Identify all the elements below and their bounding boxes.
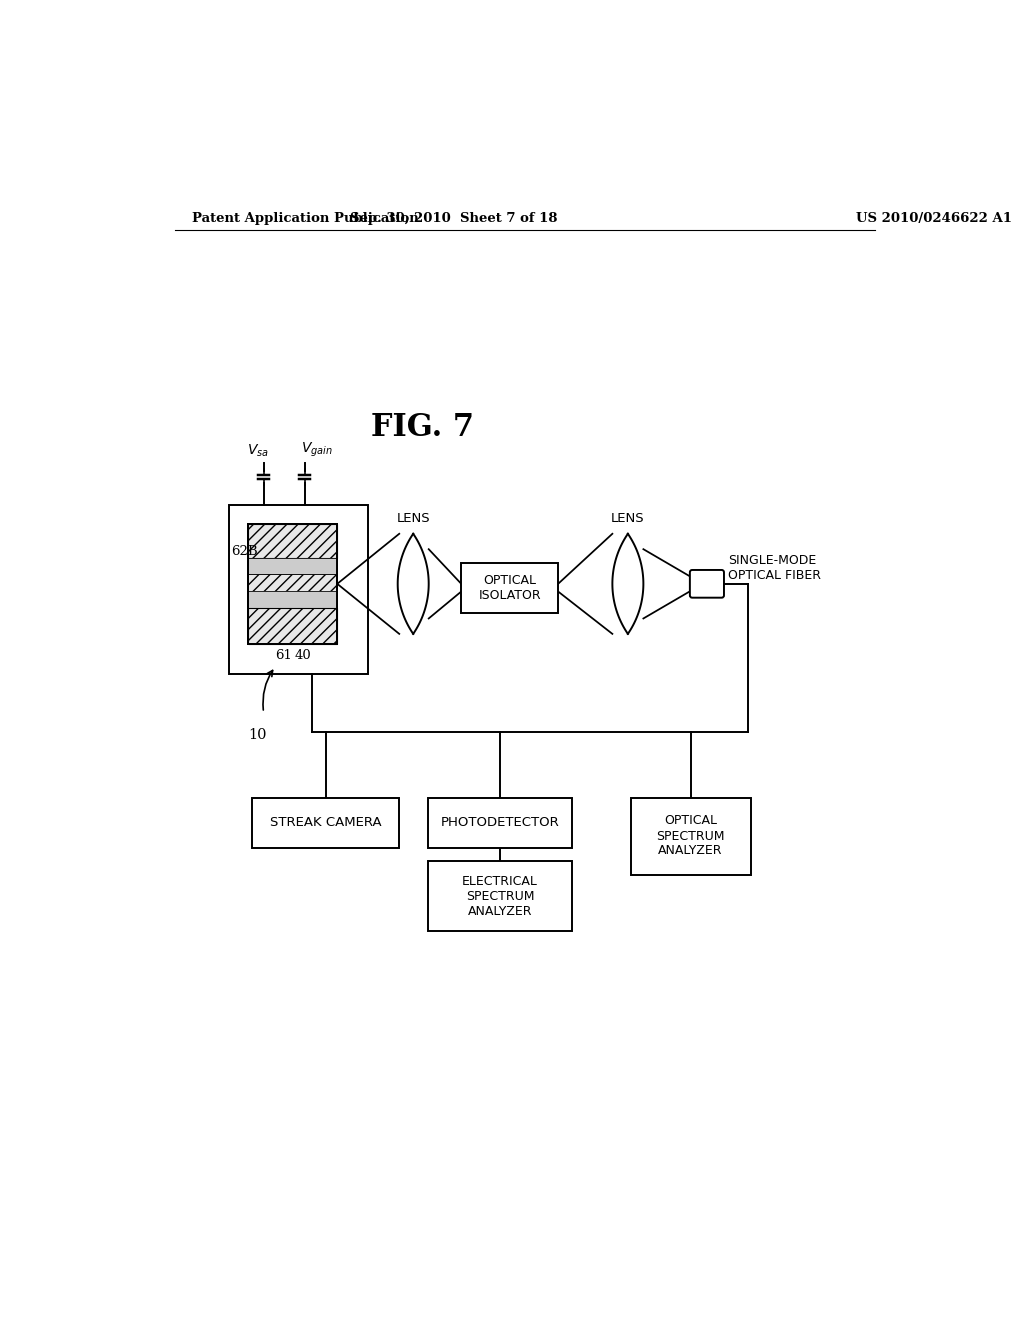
Text: 62B: 62B bbox=[231, 545, 258, 557]
Text: 10: 10 bbox=[248, 729, 266, 742]
FancyBboxPatch shape bbox=[690, 570, 724, 598]
Bar bbox=[248, 524, 337, 644]
Text: 61: 61 bbox=[275, 649, 292, 661]
Bar bbox=[248, 524, 337, 644]
Text: FIG. 7: FIG. 7 bbox=[371, 412, 474, 444]
Text: 62A: 62A bbox=[295, 560, 322, 573]
Text: STREAK CAMERA: STREAK CAMERA bbox=[269, 816, 381, 829]
Bar bbox=[248, 607, 337, 644]
Bar bbox=[631, 797, 751, 874]
Text: OPTICAL
SPECTRUM
ANALYZER: OPTICAL SPECTRUM ANALYZER bbox=[656, 814, 725, 858]
Text: LENS: LENS bbox=[396, 512, 430, 524]
Bar bbox=[248, 557, 337, 574]
Bar bbox=[248, 524, 337, 557]
Bar bbox=[248, 591, 337, 607]
Text: PHOTODETECTOR: PHOTODETECTOR bbox=[440, 816, 559, 829]
Text: $V_{gain}$: $V_{gain}$ bbox=[301, 441, 333, 459]
Text: Sep. 30, 2010  Sheet 7 of 18: Sep. 30, 2010 Sheet 7 of 18 bbox=[350, 213, 557, 224]
Bar bbox=[428, 797, 571, 847]
Bar bbox=[252, 797, 399, 847]
Text: LENS: LENS bbox=[611, 512, 645, 524]
Text: OPTICAL
ISOLATOR: OPTICAL ISOLATOR bbox=[478, 574, 541, 602]
Text: ELECTRICAL
SPECTRUM
ANALYZER: ELECTRICAL SPECTRUM ANALYZER bbox=[462, 875, 538, 917]
Text: $V_{sa}$: $V_{sa}$ bbox=[247, 442, 268, 459]
Text: SINGLE-MODE
OPTICAL FIBER: SINGLE-MODE OPTICAL FIBER bbox=[728, 554, 821, 582]
Bar bbox=[461, 562, 558, 612]
Bar bbox=[248, 574, 337, 591]
Text: Patent Application Publication: Patent Application Publication bbox=[191, 213, 418, 224]
Text: 40: 40 bbox=[295, 649, 311, 661]
Bar bbox=[228, 506, 369, 675]
Text: US 2010/0246622 A1: US 2010/0246622 A1 bbox=[856, 213, 1013, 224]
Bar bbox=[428, 862, 571, 931]
